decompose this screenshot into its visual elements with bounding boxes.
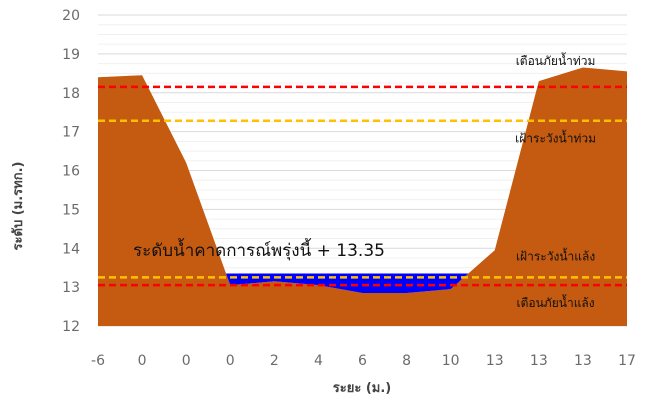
y-tick-label: 20 <box>62 8 80 24</box>
y-axis-title: ระดับ (ม.รทก.) <box>11 162 26 251</box>
reference-line-label: เฝ้าระวังน้ำแล้ง <box>516 247 595 263</box>
x-tick-label: -6 <box>91 353 105 369</box>
y-tick-label: 13 <box>62 280 80 296</box>
reference-line-label: เตือนภัยน้ำแล้ง <box>517 294 595 310</box>
y-tick-label: 16 <box>62 164 80 180</box>
x-tick-label: 6 <box>358 353 367 369</box>
reference-line-label: เตือนภัยน้ำท่วม <box>516 52 596 68</box>
terrain-area <box>98 67 627 326</box>
y-tick-label: 15 <box>62 202 80 218</box>
x-tick-label: 10 <box>442 353 460 369</box>
forecast-label: ระดับน้ำคาดการณ์พรุ่งนี้ + 13.35 <box>133 238 385 261</box>
x-axis-title: ระยะ (ม.) <box>333 381 391 396</box>
x-tick-label: 13 <box>530 353 548 369</box>
forecast-value: 13.35 <box>336 241 385 261</box>
tick-labels: 12 13 14 15 16 17 18 19 20 -6 0 0 0 2 4 6 8 10 13 13 13 17 <box>62 8 636 369</box>
reference-lines-layer <box>98 85 627 287</box>
x-tick-label: 0 <box>182 353 191 369</box>
x-tick-label: 0 <box>226 353 235 369</box>
x-tick-label: 0 <box>138 353 147 369</box>
x-tick-label: 8 <box>402 353 411 369</box>
reference-line-label: เฝ้าระวังน้ำท่วม <box>515 130 596 146</box>
x-tick-label: 2 <box>270 353 279 369</box>
x-tick-label: 4 <box>314 353 323 369</box>
x-tick-label: 17 <box>618 353 636 369</box>
y-tick-label: 17 <box>62 125 80 141</box>
x-tick-label: 13 <box>486 353 504 369</box>
y-tick-label: 14 <box>62 241 80 257</box>
y-tick-label: 19 <box>62 47 80 63</box>
y-tick-label: 12 <box>62 319 80 335</box>
y-tick-label: 18 <box>62 86 80 102</box>
terrain-area-layer <box>98 67 627 326</box>
annotations-layer: เตือนภัยน้ำท่วมเฝ้าระวังน้ำท่วมเฝ้าระวัง… <box>133 52 596 310</box>
x-tick-label: 13 <box>574 353 592 369</box>
